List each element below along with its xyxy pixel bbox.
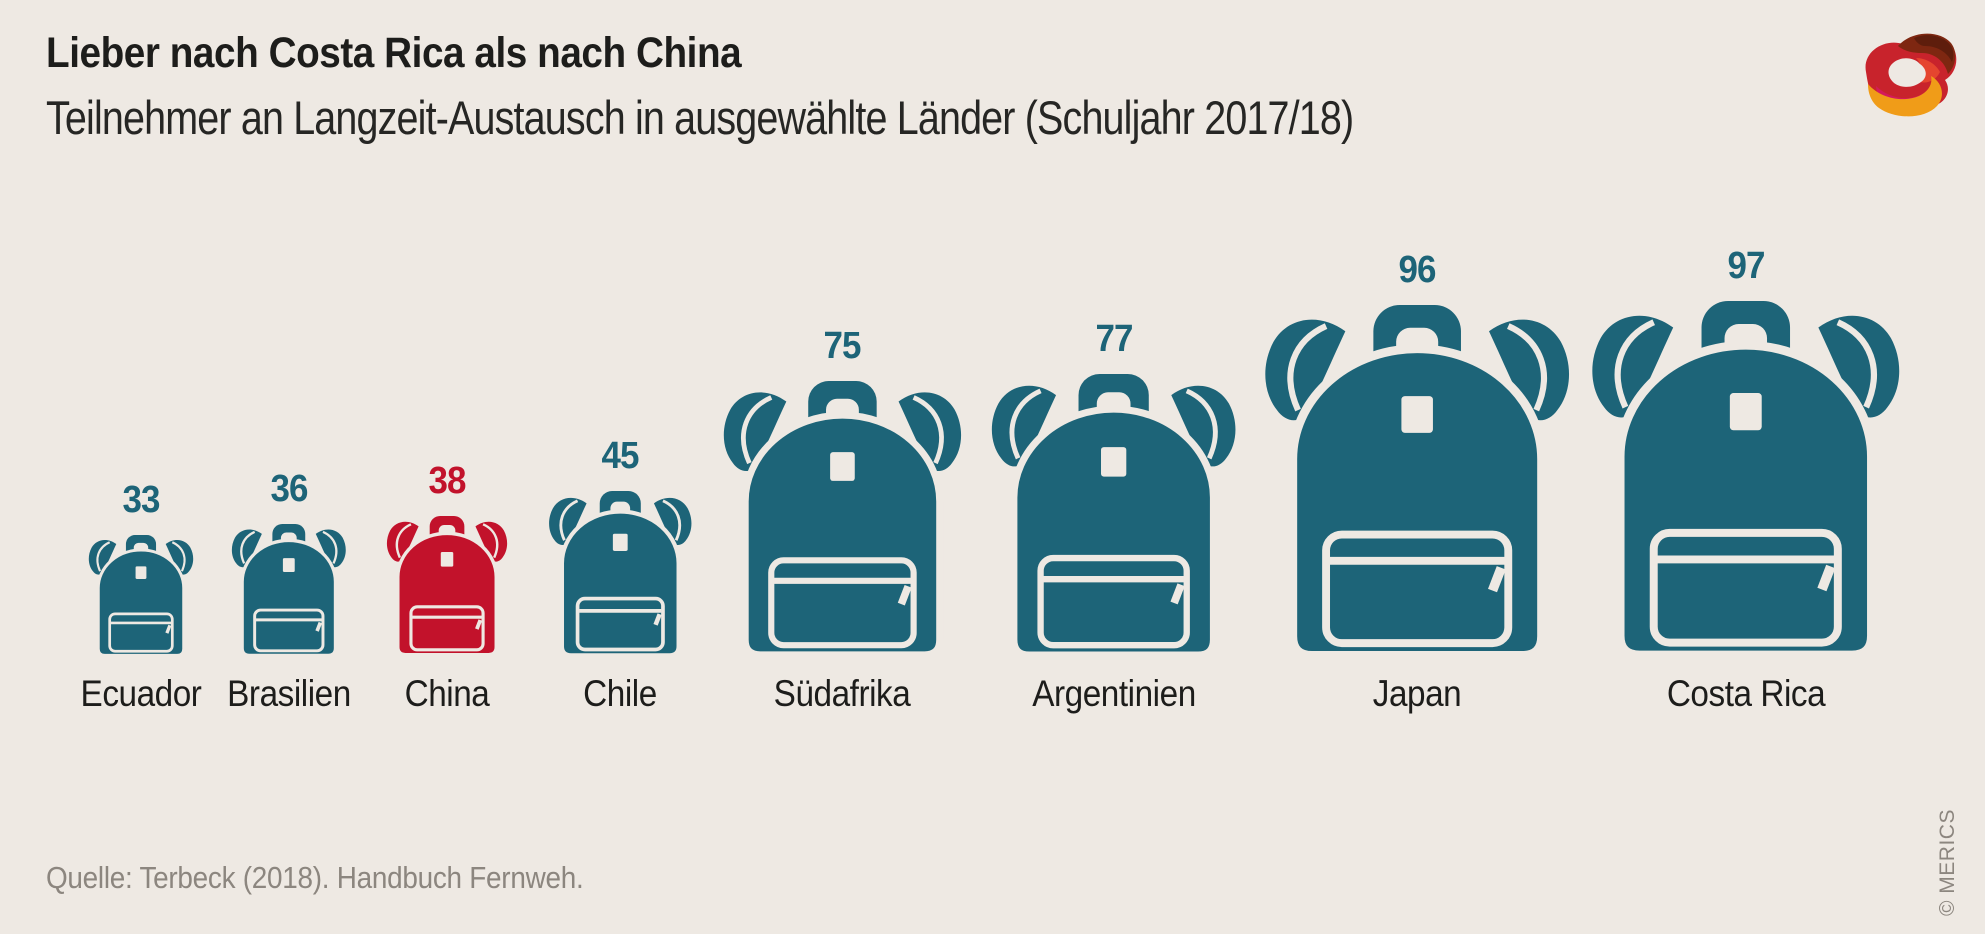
label-patch <box>829 452 855 482</box>
strap-right <box>1171 385 1236 467</box>
front-pocket <box>1321 530 1513 647</box>
label-patch <box>1101 447 1127 477</box>
backpack-item-costa-rica: 97 Costa Rica <box>1590 247 1902 712</box>
strap-right <box>475 522 508 562</box>
backpack-icon <box>548 490 692 655</box>
backpack-icon <box>1592 300 1900 655</box>
strap-right <box>898 392 961 472</box>
backpack-item-ecuador: 33 Ecuador <box>81 481 202 712</box>
value-label: 38 <box>428 460 466 503</box>
zipper-pull <box>315 621 323 632</box>
logo-swoosh-orange <box>1868 76 1942 117</box>
backpack-icon <box>386 516 508 655</box>
label-patch <box>440 552 454 567</box>
value-label: 96 <box>1398 248 1436 291</box>
backpack-icon <box>232 523 346 655</box>
value-label: 77 <box>1095 317 1133 360</box>
category-label: Ecuador <box>80 672 202 714</box>
category-label: Chile <box>583 673 657 714</box>
front-pocket <box>1649 528 1843 647</box>
category-label: Brasilien <box>227 672 351 714</box>
label-patch <box>1730 392 1762 431</box>
label-patch <box>135 565 147 579</box>
body <box>559 509 681 655</box>
zipper-pull <box>653 613 662 626</box>
label-patch <box>283 557 295 572</box>
strap-right <box>1488 319 1569 420</box>
strap-right <box>315 529 346 567</box>
strap-left <box>232 529 263 567</box>
strap-left <box>1592 315 1674 418</box>
source-note: Quelle: Terbeck (2018). Handbuch Fernweh… <box>46 860 584 895</box>
category-label: Costa Rica <box>1666 672 1826 714</box>
category-label: Japan <box>1372 672 1462 714</box>
body <box>240 538 338 655</box>
category-label: Argentinien <box>1032 672 1196 714</box>
backpack-icon <box>723 381 961 655</box>
backpack-item-china: 38 China <box>386 462 508 712</box>
backpack-icon <box>992 373 1236 655</box>
zipper-pull <box>1170 583 1186 605</box>
chart-subtitle: Teilnehmer an Langzeit-Austausch in ausg… <box>46 91 1354 144</box>
backpack-item-südafrika: 75 Südafrika <box>722 327 963 712</box>
strap-right <box>165 539 194 575</box>
body <box>1010 405 1218 655</box>
backpack-item-chile: 45 Chile <box>548 437 693 712</box>
strap-right <box>653 497 692 545</box>
body <box>1615 340 1877 655</box>
logo-hole <box>1888 58 1926 87</box>
strap-right <box>1818 315 1900 418</box>
front-pocket <box>253 608 325 652</box>
zipper-pull <box>897 585 912 606</box>
value-label: 45 <box>601 434 639 477</box>
backpack-icon <box>88 534 194 655</box>
category-label: Südafrika <box>773 673 911 714</box>
front-pocket <box>108 612 174 653</box>
label-patch <box>612 533 628 551</box>
value-label: 97 <box>1727 244 1765 287</box>
strap-left <box>88 539 117 575</box>
zipper-pull <box>475 619 483 631</box>
body <box>96 548 186 655</box>
zipper-pull <box>1817 564 1836 592</box>
body <box>396 531 498 655</box>
value-label: 75 <box>823 325 861 368</box>
strap-left <box>548 497 587 545</box>
backpack-item-argentinien: 77 Argentinien <box>990 320 1237 712</box>
merics-logo-icon <box>1865 33 1957 117</box>
copyright-note: © MERICS <box>1936 809 1959 916</box>
label-patch <box>1401 395 1433 433</box>
logo-crest-dark <box>1914 35 1954 62</box>
chart-title: Lieber nach Costa Rica als nach China <box>46 29 742 77</box>
category-label: China <box>404 672 490 714</box>
zipper-pull <box>165 624 172 634</box>
zipper-pull <box>1487 565 1506 592</box>
value-label: 36 <box>270 467 308 510</box>
body <box>1288 344 1546 655</box>
front-pocket <box>409 605 485 652</box>
merics-logo <box>1856 24 1960 125</box>
backpack-item-brasilien: 36 Brasilien <box>227 470 351 712</box>
value-label: 33 <box>122 478 160 521</box>
backpack-item-japan: 96 Japan <box>1263 251 1571 712</box>
strap-left <box>992 385 1057 467</box>
strap-left <box>386 522 419 562</box>
backpack-icon <box>1265 304 1569 655</box>
body <box>741 412 943 655</box>
front-pocket <box>767 557 917 649</box>
front-pocket <box>1037 554 1191 649</box>
strap-left <box>723 392 786 472</box>
front-pocket <box>575 596 665 652</box>
strap-left <box>1265 319 1346 420</box>
